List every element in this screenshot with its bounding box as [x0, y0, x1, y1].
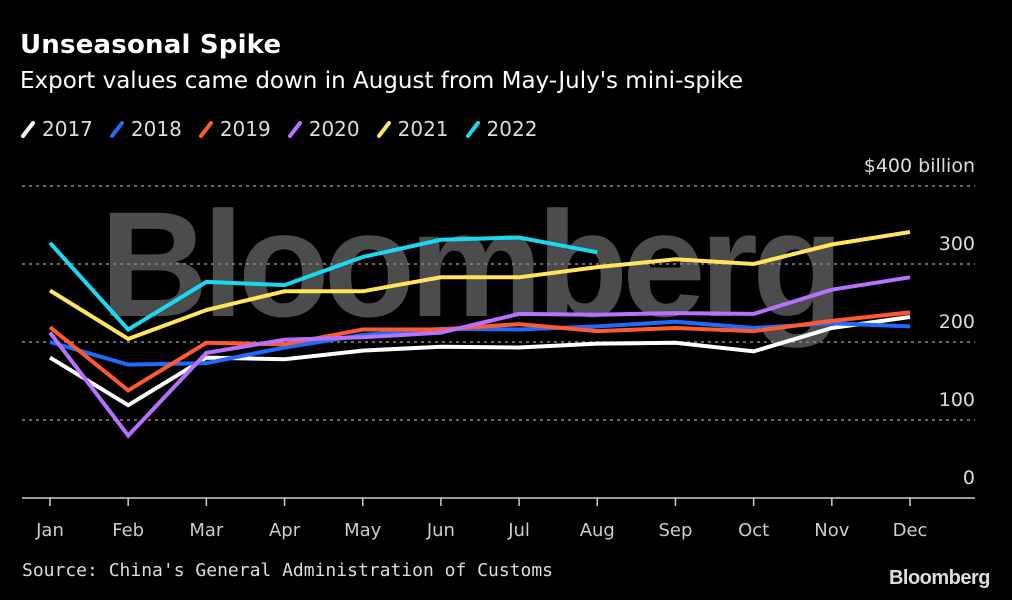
x-tick-label: Jul	[507, 520, 530, 541]
x-tick-label: Jun	[426, 520, 455, 541]
x-tick-label: Nov	[814, 520, 849, 541]
legend-label: 2019	[219, 117, 271, 141]
x-tick-label: Dec	[893, 520, 928, 541]
x-tick-label: Aug	[580, 520, 615, 541]
gridlines	[22, 185, 975, 421]
source-note: Source: China's General Administration o…	[22, 560, 554, 581]
y-tick-label: 0	[963, 467, 975, 489]
legend-item-2020: 2020	[287, 117, 360, 141]
legend-swatch	[465, 121, 480, 138]
legend-item-2019: 2019	[198, 117, 271, 141]
series-line-2018	[49, 319, 911, 367]
series-line-2022	[48, 235, 598, 333]
legend-swatch	[287, 121, 302, 138]
legend-label: 2020	[308, 117, 360, 141]
x-tick-label: Mar	[189, 520, 224, 541]
series-line-2019	[48, 310, 911, 393]
x-tick-label: Feb	[112, 520, 144, 541]
legend: 2017 2018 2019 2020 2021 2022	[20, 117, 537, 141]
x-tick-label: Oct	[738, 520, 769, 541]
series-line-2020	[48, 275, 911, 439]
x-tick-label: Sep	[658, 520, 692, 541]
x-axis: Jan Feb Mar Apr May Jun Jul Aug Sep Oct Nov Dec	[22, 497, 975, 541]
y-tick-label: 100	[939, 389, 975, 411]
legend-swatch	[376, 121, 391, 138]
y-axis-labels: 0 100 200 300 $400 billion	[864, 155, 975, 489]
chart-subtitle: Export values came down in August from M…	[20, 68, 743, 94]
legend-item-2021: 2021	[376, 117, 449, 141]
y-tick-label: $400 billion	[864, 155, 975, 177]
legend-label: 2022	[486, 117, 538, 141]
series-line-2021	[48, 230, 911, 342]
legend-item-2018: 2018	[109, 117, 182, 141]
legend-item-2017: 2017	[20, 117, 93, 141]
legend-label: 2018	[130, 117, 182, 141]
legend-label: 2021	[397, 117, 449, 141]
x-tick-label: May	[344, 520, 382, 541]
series-lines	[48, 230, 911, 439]
legend-swatch	[21, 121, 35, 138]
y-tick-label: 200	[939, 311, 975, 333]
chart-title: Unseasonal Spike	[20, 30, 282, 60]
legend-swatch	[198, 121, 213, 138]
legend-item-2022: 2022	[465, 117, 538, 141]
legend-swatch	[109, 121, 124, 138]
bloomberg-logo: Bloomberg	[888, 567, 991, 589]
x-tick-label: Jan	[35, 520, 64, 541]
y-tick-label: 300	[939, 233, 975, 255]
x-tick-label: Apr	[269, 520, 301, 541]
legend-label: 2017	[42, 117, 93, 141]
